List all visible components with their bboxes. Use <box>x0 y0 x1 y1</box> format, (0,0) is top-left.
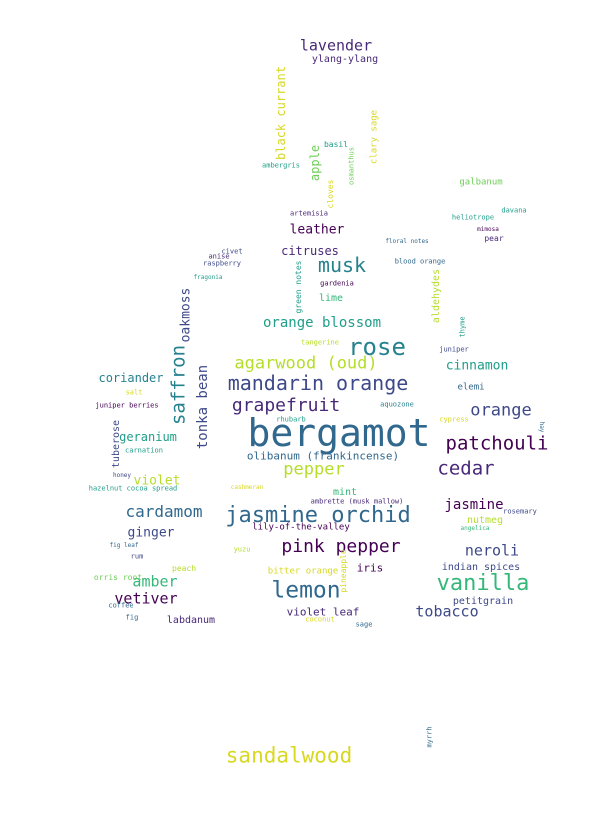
word-cashmeran: cashmeran <box>230 484 264 491</box>
word-rum: rum <box>130 552 144 561</box>
word-myrrh: myrrh <box>425 726 434 748</box>
word-labdanum: labdanum <box>166 615 216 626</box>
word-fig: fig <box>125 613 139 622</box>
word-violet-leaf: violet leaf <box>286 605 360 619</box>
word-rosemary: rosemary <box>503 507 537 516</box>
word-cypress: cypress <box>439 415 469 424</box>
word-davana: davana <box>501 206 527 215</box>
word-violet: violet <box>133 473 181 489</box>
word-juniper-berries: juniper berries <box>95 401 159 410</box>
word-nutmeg: nutmeg <box>466 515 504 526</box>
word-cloves: cloves <box>326 179 335 209</box>
word-iris: iris <box>356 561 384 575</box>
word-hay: hay <box>538 421 545 433</box>
word-pink-pepper: pink pepper <box>281 536 401 557</box>
word-orange: orange <box>470 400 532 421</box>
word-orange-blossom: orange blossom <box>262 315 382 331</box>
word-apple: apple <box>308 144 322 182</box>
word-clary-sage: clary sage <box>369 109 380 165</box>
word-gardenia: gardenia <box>320 279 354 288</box>
word-orris-root: orris root <box>93 573 143 582</box>
word-indian-spices: indian spices <box>441 562 521 573</box>
word-pear: pear <box>484 234 504 243</box>
word-elemi: elemi <box>457 382 485 393</box>
word-bergamot: bergamot <box>247 411 431 455</box>
word-thyme: thyme <box>458 316 467 338</box>
word-vanilla: vanilla <box>436 571 530 596</box>
word-lily-of-the-valley: lily-of-the-valley <box>252 522 350 533</box>
word-ambrette: ambrette (musk mallow) <box>310 497 404 506</box>
word-basil: basil <box>323 140 349 149</box>
word-vetiver: vetiver <box>114 589 178 608</box>
word-aquozone: aquozone <box>380 400 414 409</box>
word-agarwood-oud: agarwood (oud) <box>234 353 378 374</box>
word-cardamom: cardamom <box>125 502 203 521</box>
word-anise: anise <box>208 252 230 261</box>
word-neroli: neroli <box>464 541 520 560</box>
word-coriander: coriander <box>98 371 164 385</box>
word-peach: peach <box>171 564 197 573</box>
word-jasmine: jasmine <box>444 497 504 513</box>
word-lavender: lavender <box>299 36 373 55</box>
word-artemisia: artemisia <box>290 209 328 218</box>
word-pepper: pepper <box>283 459 345 480</box>
word-saffron: saffron <box>167 344 190 426</box>
word-geranium: geranium <box>119 430 177 444</box>
word-juniper: juniper <box>439 345 469 354</box>
word-jasmine-orchid: jasmine orchid <box>225 503 411 528</box>
word-mandarin-orange: mandarin orange <box>227 371 409 395</box>
word-cinnamon: cinnamon <box>445 358 509 374</box>
word-green-notes: green notes <box>294 260 303 314</box>
word-oakmoss: oakmoss <box>178 287 194 343</box>
word-coconut: coconut <box>305 615 335 624</box>
word-hazelnut-cocoa-spread: hazelnut cocoa spread <box>88 484 178 493</box>
word-sage: sage <box>355 620 373 629</box>
word-civet: civet <box>221 247 243 256</box>
word-petitgrain: petitgrain <box>452 596 514 607</box>
word-fig-leaf: fig leaf <box>109 542 139 549</box>
word-tuberose: tuberose <box>111 419 122 469</box>
word-fragonia: fragonia <box>193 274 223 281</box>
word-patchouli: patchouli <box>445 432 549 455</box>
word-aldehydes: aldehydes <box>431 268 442 324</box>
word-black-currant: black currant <box>274 66 288 160</box>
word-olibanum: olibanum (frankincense) <box>246 449 400 463</box>
word-bitter-orange: bitter orange <box>267 566 339 577</box>
word-ginger: ginger <box>127 525 175 541</box>
word-leather: leather <box>289 222 345 238</box>
word-heliotrope: heliotrope <box>451 213 495 222</box>
word-tonka-bean: tonka bean <box>195 364 211 450</box>
word-rhubarb: rhubarb <box>276 415 306 424</box>
word-carnation: carnation <box>125 446 163 455</box>
word-amber: amber <box>132 572 178 591</box>
word-musk: musk <box>317 253 367 277</box>
word-lemon: lemon <box>271 577 341 604</box>
word-blood-orange: blood orange <box>394 257 446 266</box>
word-honey: honey <box>112 472 132 479</box>
word-galbanum: galbanum <box>459 177 503 188</box>
word-sandalwood: sandalwood <box>225 743 353 768</box>
word-angelica: angelica <box>460 525 490 532</box>
word-tangerine: tangerine <box>301 338 339 347</box>
word-tobacco: tobacco <box>415 602 479 621</box>
word-mimosa: mimosa <box>477 226 499 233</box>
word-rose: rose <box>348 333 406 361</box>
word-ylang-ylang: ylang-ylang <box>311 54 379 65</box>
word-floral-notes: floral notes <box>385 238 429 245</box>
word-citruses: citruses <box>281 244 339 258</box>
word-salt: salt <box>125 388 143 397</box>
word-lime: lime <box>318 293 344 304</box>
word-coffee: coffee <box>108 601 134 610</box>
word-ambergris: ambergris <box>262 161 300 170</box>
word-pineapple: pineapple <box>339 549 348 593</box>
word-grapefruit: grapefruit <box>231 395 341 416</box>
word-yuzu: yuzu <box>233 545 251 554</box>
word-raspberry: raspberry <box>203 259 241 268</box>
word-osmanthus: osmanthus <box>347 147 356 185</box>
word-mint: mint <box>332 487 358 498</box>
word-cedar: cedar <box>437 457 495 480</box>
